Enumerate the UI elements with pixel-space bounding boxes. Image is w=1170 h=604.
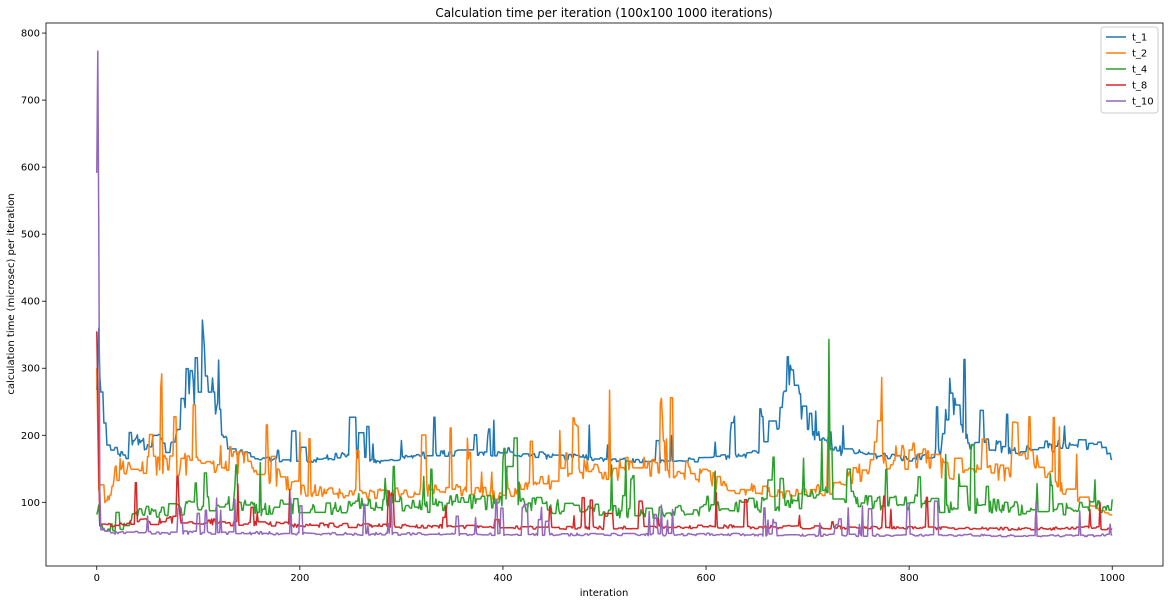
legend-label: t_8 xyxy=(1132,81,1147,92)
x-axis: 0 200 400 600 800 1000 xyxy=(94,566,1125,584)
y-tick-label: 600 xyxy=(21,163,40,174)
chart-title: Calculation time per iteration (100x100 … xyxy=(435,6,772,20)
x-tick-label: 800 xyxy=(900,573,919,584)
series-line-t-4 xyxy=(96,338,1113,533)
y-axis-label: calculation time (microsec) per iteratio… xyxy=(6,193,17,394)
legend-label: t_1 xyxy=(1132,33,1147,44)
y-axis: 100 200 300 400 500 600 700 800 xyxy=(21,29,46,509)
legend: t_1 t_2 t_4 t_8 t_10 xyxy=(1100,26,1159,114)
legend-label: t_2 xyxy=(1132,49,1147,60)
legend-label: t_4 xyxy=(1132,65,1147,76)
y-tick-label: 100 xyxy=(21,498,40,509)
y-tick-label: 500 xyxy=(21,230,40,241)
series-line-t-10 xyxy=(96,50,1113,538)
legend-box xyxy=(1100,26,1159,114)
series-line-t-2 xyxy=(96,368,1113,516)
y-tick-label: 800 xyxy=(21,29,40,40)
legend-label: t_10 xyxy=(1132,97,1154,108)
y-tick-label: 300 xyxy=(21,364,40,375)
plot-area xyxy=(96,50,1113,538)
y-tick-label: 200 xyxy=(21,431,40,442)
y-tick-label: 400 xyxy=(21,297,40,308)
x-tick-label: 0 xyxy=(94,573,100,584)
y-tick-label: 700 xyxy=(21,96,40,107)
series-line-t-8 xyxy=(96,331,1113,531)
x-axis-label: interation xyxy=(580,588,629,599)
x-tick-label: 200 xyxy=(290,573,309,584)
x-tick-label: 600 xyxy=(696,573,715,584)
x-tick-label: 1000 xyxy=(1100,573,1125,584)
x-tick-label: 400 xyxy=(493,573,512,584)
plot-frame xyxy=(45,22,1164,567)
